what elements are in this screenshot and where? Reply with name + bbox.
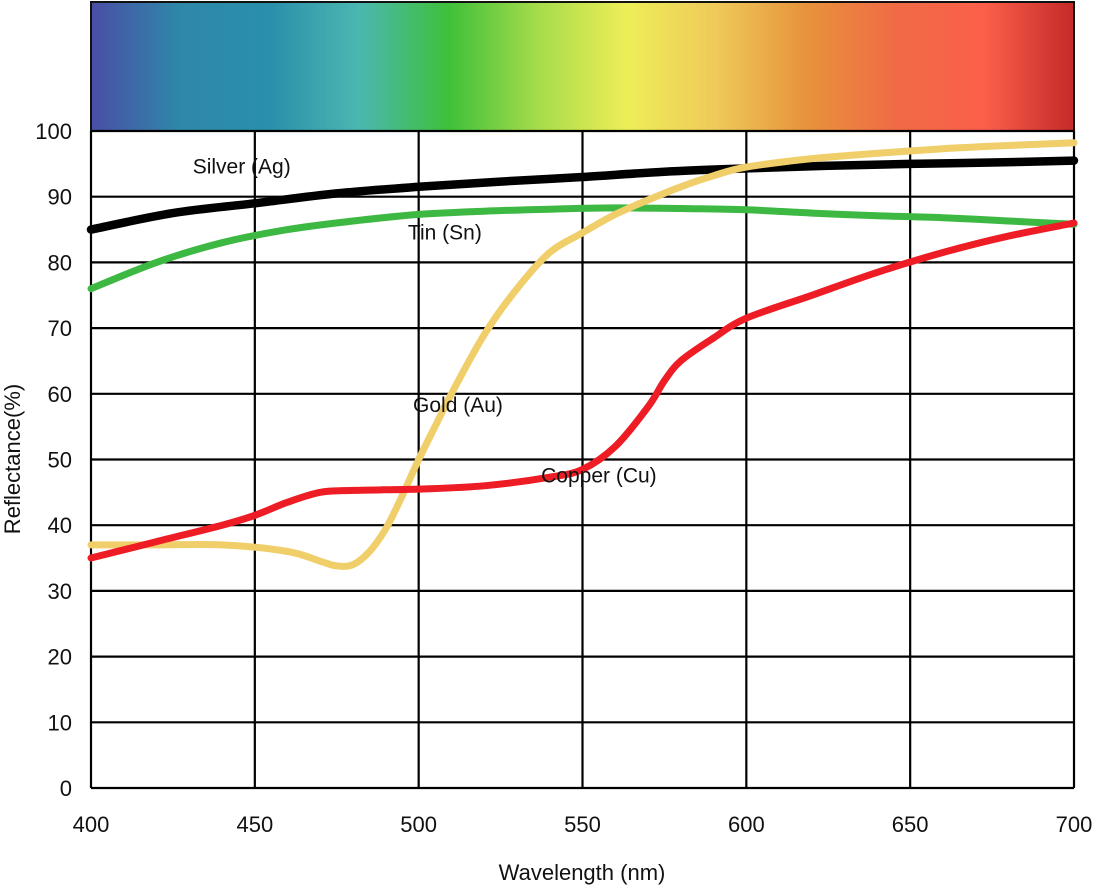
y-tick-label-80: 80 [48,250,72,275]
y-tick-label-20: 20 [48,645,72,670]
y-tick-label-0: 0 [60,776,72,801]
series-line-gold [87,139,1078,570]
grid [89,129,1076,790]
series-label-copper: Copper (Cu) [541,464,657,487]
series-label-gold: Gold (Au) [413,394,503,417]
tick-labels: 0 10 20 30 40 50 60 70 80 90 100 400 450 500 550 600 650… [35,119,1092,837]
y-tick-label-30: 30 [48,579,72,604]
y-tick-label-10: 10 [48,710,72,735]
series-line-tin [87,204,1078,293]
x-tick-label-500: 500 [400,812,437,837]
y-tick-label-90: 90 [48,185,72,210]
series-line-copper [87,219,1078,562]
visible-spectrum-bar [90,1,1075,132]
series-line-silver [86,156,1079,234]
x-axis-title: Wavelength (nm) [499,860,666,885]
series-label-silver: Silver (Ag) [193,156,291,179]
x-tick-label-650: 650 [892,812,929,837]
x-tick-label-400: 400 [73,812,110,837]
x-tick-label-700: 700 [1056,812,1093,837]
x-tick-label-600: 600 [728,812,765,837]
y-tick-label-40: 40 [48,513,72,538]
series-label-tin: Tin (Sn) [408,221,482,244]
y-tick-label-60: 60 [48,382,72,407]
series-lines [86,139,1079,570]
y-axis-title: Reflectance(%) [0,384,25,534]
y-tick-label-100: 100 [35,119,72,144]
x-tick-label-450: 450 [236,812,273,837]
y-tick-label-50: 50 [48,448,72,473]
x-tick-label-550: 550 [564,812,601,837]
y-tick-label-70: 70 [48,316,72,341]
series-labels: Silver (Ag) Tin (Sn) Gold (Au) Copper (Cu) [193,156,657,488]
